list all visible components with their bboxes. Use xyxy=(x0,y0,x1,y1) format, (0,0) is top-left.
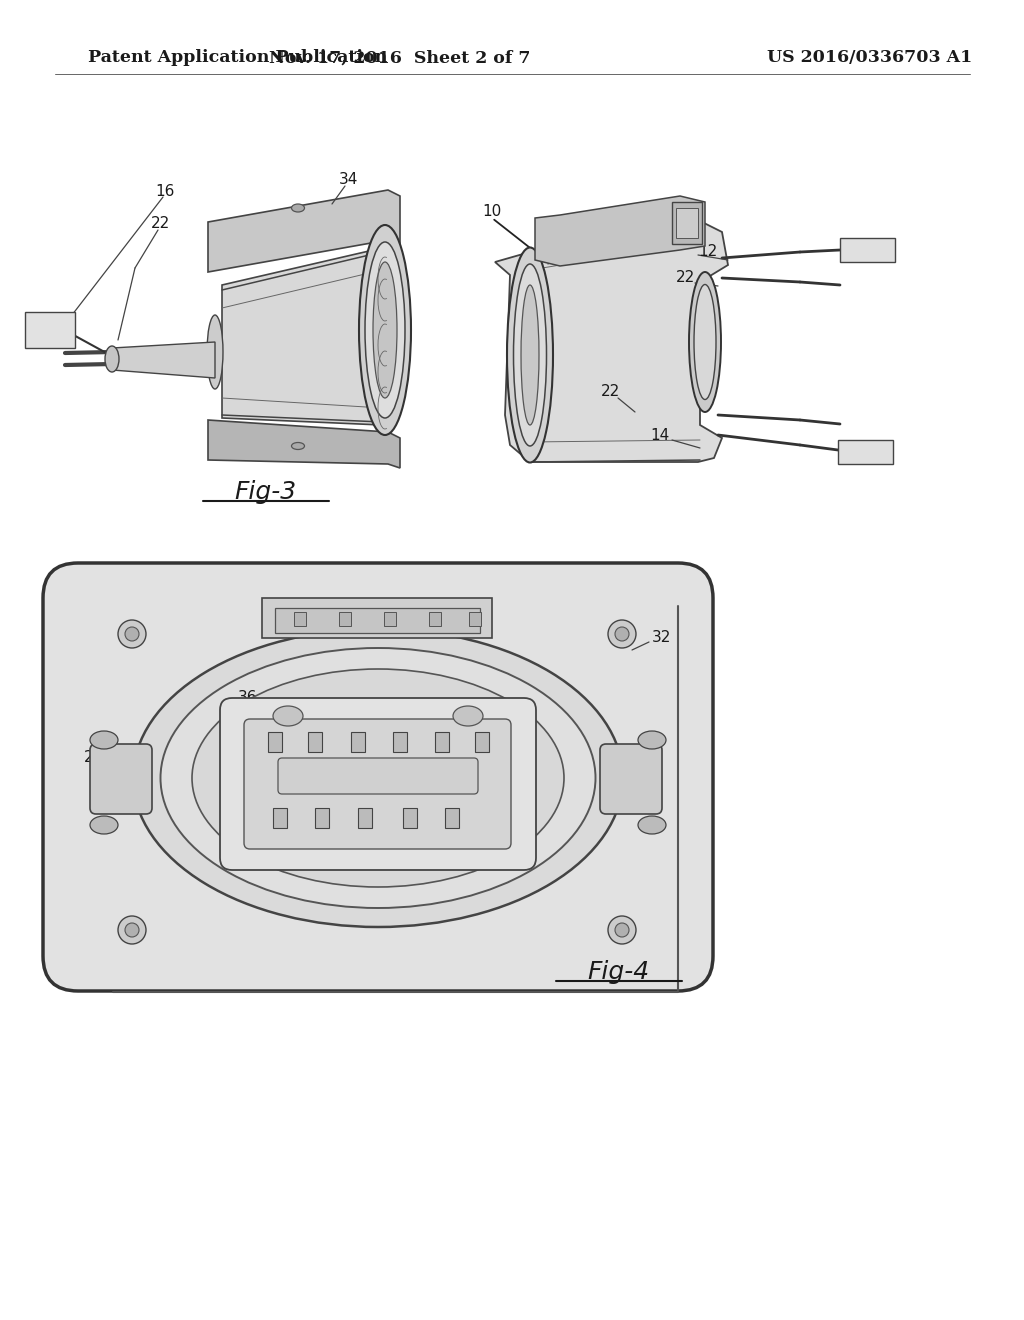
Bar xyxy=(672,202,702,244)
Polygon shape xyxy=(222,248,382,425)
Ellipse shape xyxy=(689,272,721,412)
Bar xyxy=(445,808,459,828)
Bar xyxy=(840,238,895,261)
Bar xyxy=(308,733,322,752)
Bar xyxy=(268,733,282,752)
FancyBboxPatch shape xyxy=(90,744,152,814)
Ellipse shape xyxy=(292,442,304,450)
Circle shape xyxy=(125,627,139,642)
FancyBboxPatch shape xyxy=(220,698,536,870)
FancyBboxPatch shape xyxy=(600,744,662,814)
Bar xyxy=(838,440,893,465)
Text: Fig-4: Fig-4 xyxy=(587,960,649,983)
Text: Nov. 17, 2016  Sheet 2 of 7: Nov. 17, 2016 Sheet 2 of 7 xyxy=(269,49,530,66)
Ellipse shape xyxy=(513,264,547,446)
Ellipse shape xyxy=(373,261,397,399)
Ellipse shape xyxy=(292,205,304,213)
Polygon shape xyxy=(495,220,728,462)
FancyBboxPatch shape xyxy=(244,719,511,849)
Ellipse shape xyxy=(193,669,564,887)
Bar xyxy=(384,612,396,626)
Polygon shape xyxy=(535,195,705,267)
Bar xyxy=(676,209,698,238)
Text: 10: 10 xyxy=(482,205,502,219)
Ellipse shape xyxy=(105,346,119,372)
Circle shape xyxy=(118,620,146,648)
Circle shape xyxy=(608,916,636,944)
Bar xyxy=(351,733,365,752)
Bar xyxy=(403,808,417,828)
Bar xyxy=(475,733,489,752)
Text: 26: 26 xyxy=(84,751,103,766)
Bar xyxy=(25,312,75,348)
Text: 34: 34 xyxy=(338,173,357,187)
Ellipse shape xyxy=(638,816,666,834)
Bar xyxy=(294,612,306,626)
Circle shape xyxy=(615,627,629,642)
Circle shape xyxy=(615,923,629,937)
Ellipse shape xyxy=(521,285,539,425)
Polygon shape xyxy=(112,342,215,378)
Bar xyxy=(273,808,287,828)
Polygon shape xyxy=(208,190,400,272)
Bar xyxy=(429,612,441,626)
Bar xyxy=(275,609,480,634)
Text: 32: 32 xyxy=(554,240,573,256)
Ellipse shape xyxy=(507,248,553,462)
Ellipse shape xyxy=(638,731,666,748)
Bar xyxy=(393,733,407,752)
Bar xyxy=(435,733,449,752)
FancyBboxPatch shape xyxy=(43,564,713,991)
Circle shape xyxy=(608,620,636,648)
Text: 16: 16 xyxy=(156,185,175,199)
Ellipse shape xyxy=(365,242,406,418)
Text: 14: 14 xyxy=(650,429,670,444)
Text: 12: 12 xyxy=(698,244,717,260)
Text: Patent Application Publication: Patent Application Publication xyxy=(88,49,387,66)
Ellipse shape xyxy=(359,224,411,436)
Text: Fig-3: Fig-3 xyxy=(233,480,296,504)
Ellipse shape xyxy=(453,706,483,726)
Text: 36: 36 xyxy=(239,689,258,705)
Bar xyxy=(262,598,492,638)
Ellipse shape xyxy=(161,648,596,908)
Text: 32: 32 xyxy=(652,631,672,645)
Polygon shape xyxy=(208,420,400,469)
FancyBboxPatch shape xyxy=(278,758,478,795)
Bar xyxy=(339,612,351,626)
Ellipse shape xyxy=(90,731,118,748)
Bar xyxy=(315,808,329,828)
Text: 22: 22 xyxy=(151,216,170,231)
Text: 22: 22 xyxy=(600,384,620,400)
Circle shape xyxy=(125,923,139,937)
Ellipse shape xyxy=(207,315,223,389)
Text: US 2016/0336703 A1: US 2016/0336703 A1 xyxy=(767,49,973,66)
Text: 22: 22 xyxy=(676,271,695,285)
Ellipse shape xyxy=(90,816,118,834)
Bar xyxy=(469,612,481,626)
Bar xyxy=(358,808,372,828)
Ellipse shape xyxy=(133,630,623,927)
Circle shape xyxy=(118,916,146,944)
Ellipse shape xyxy=(694,285,716,400)
Ellipse shape xyxy=(273,706,303,726)
Text: 26: 26 xyxy=(637,755,656,770)
Text: 36: 36 xyxy=(425,689,444,705)
